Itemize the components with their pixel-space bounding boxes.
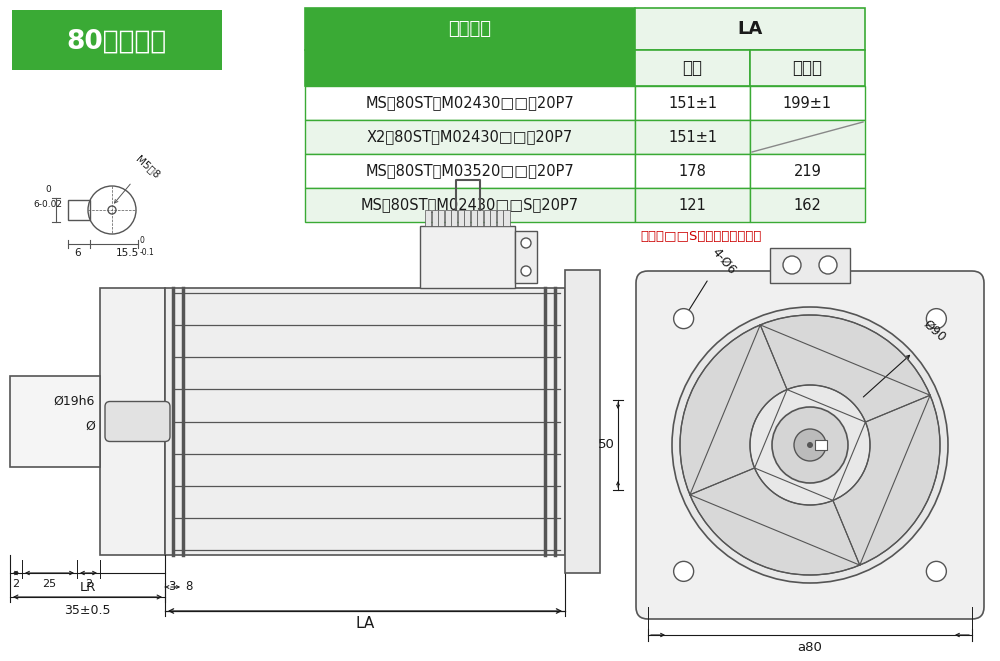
Bar: [165, 288, 565, 555]
Text: a80: a80: [798, 641, 822, 654]
Bar: [420, 226, 515, 288]
Bar: [635, 154, 750, 188]
Circle shape: [783, 256, 801, 274]
Bar: [458, 210, 464, 226]
Bar: [490, 210, 496, 226]
Bar: [438, 210, 444, 226]
Bar: [477, 210, 483, 226]
Text: M5深8: M5深8: [134, 153, 162, 180]
Polygon shape: [690, 468, 860, 575]
Bar: [497, 210, 503, 226]
Text: 0: 0: [140, 236, 145, 245]
Circle shape: [772, 407, 848, 483]
Bar: [750, 120, 865, 154]
Text: 4-Ø6: 4-Ø6: [710, 245, 739, 277]
Text: MS－80ST－M02430□□S－20P7: MS－80ST－M02430□□S－20P7: [361, 198, 579, 212]
Bar: [305, 120, 635, 154]
Text: Ø19h6: Ø19h6: [54, 395, 95, 408]
Text: 199±1: 199±1: [783, 95, 832, 110]
Text: 80系列电机: 80系列电机: [67, 29, 167, 55]
Text: 带抛闸: 带抛闸: [792, 59, 822, 77]
Text: 178: 178: [679, 163, 706, 178]
Bar: [305, 50, 635, 86]
Circle shape: [794, 429, 826, 461]
Text: 151±1: 151±1: [668, 130, 717, 145]
Bar: [503, 210, 510, 226]
Bar: [635, 86, 750, 120]
Text: 121: 121: [679, 198, 706, 212]
FancyBboxPatch shape: [105, 401, 170, 442]
Text: 35±0.5: 35±0.5: [64, 604, 111, 617]
Bar: [12, 10, 222, 70]
Text: 常规: 常规: [682, 59, 702, 77]
Bar: [68, 200, 90, 220]
Bar: [100, 288, 165, 555]
Text: 50: 50: [598, 438, 614, 451]
Circle shape: [521, 266, 531, 276]
Circle shape: [674, 561, 694, 582]
Circle shape: [926, 309, 946, 329]
Text: 6: 6: [75, 248, 81, 258]
Bar: [305, 86, 635, 120]
Bar: [425, 210, 431, 226]
Text: 6-0.02: 6-0.02: [34, 200, 62, 209]
Bar: [464, 210, 470, 226]
Text: LA: LA: [355, 616, 375, 631]
Circle shape: [807, 442, 813, 448]
Bar: [635, 120, 750, 154]
Text: 162: 162: [794, 198, 821, 212]
Text: MS－80ST－M02430□□－20P7: MS－80ST－M02430□□－20P7: [366, 95, 574, 110]
Bar: [750, 188, 865, 222]
Bar: [471, 210, 477, 226]
Text: Ø90: Ø90: [921, 318, 948, 344]
Text: 2: 2: [85, 579, 92, 589]
Bar: [515, 231, 537, 283]
Text: ＊注：□□S短机身高转速电机: ＊注：□□S短机身高转速电机: [640, 230, 761, 243]
Text: LR: LR: [79, 581, 96, 594]
Bar: [815, 440, 827, 450]
Text: 2: 2: [12, 579, 20, 589]
Circle shape: [672, 307, 948, 583]
Bar: [10, 376, 100, 467]
Text: 电机型号: 电机型号: [448, 20, 492, 38]
Text: 219: 219: [794, 163, 821, 178]
Bar: [750, 154, 865, 188]
Bar: [635, 8, 865, 50]
Circle shape: [521, 238, 531, 248]
Text: 15.5: 15.5: [116, 248, 139, 258]
Bar: [445, 210, 451, 226]
Bar: [635, 188, 750, 222]
Bar: [484, 210, 490, 226]
Bar: [432, 210, 438, 226]
Polygon shape: [760, 315, 930, 422]
Bar: [305, 154, 635, 188]
Text: Ø: Ø: [85, 420, 95, 433]
Text: 8: 8: [185, 580, 192, 594]
Circle shape: [926, 561, 946, 582]
Bar: [750, 50, 865, 86]
Bar: [305, 188, 635, 222]
Text: MS－80ST－M03520□□－20P7: MS－80ST－M03520□□－20P7: [366, 163, 574, 178]
Bar: [565, 270, 600, 573]
Text: -0.1: -0.1: [140, 248, 155, 257]
Text: 3: 3: [168, 580, 175, 594]
Circle shape: [674, 309, 694, 329]
Bar: [750, 86, 865, 120]
FancyBboxPatch shape: [636, 271, 984, 619]
Text: X2－80ST－M02430□□－20P7: X2－80ST－M02430□□－20P7: [367, 130, 573, 145]
Text: LA: LA: [737, 20, 763, 38]
Bar: [451, 210, 457, 226]
Circle shape: [819, 256, 837, 274]
Polygon shape: [833, 395, 940, 565]
Bar: [305, 8, 635, 50]
Polygon shape: [680, 325, 787, 494]
Text: 0: 0: [45, 185, 51, 194]
Bar: [770, 248, 850, 283]
Text: 151±1: 151±1: [668, 95, 717, 110]
Bar: [635, 50, 750, 86]
Text: 25: 25: [42, 579, 57, 589]
